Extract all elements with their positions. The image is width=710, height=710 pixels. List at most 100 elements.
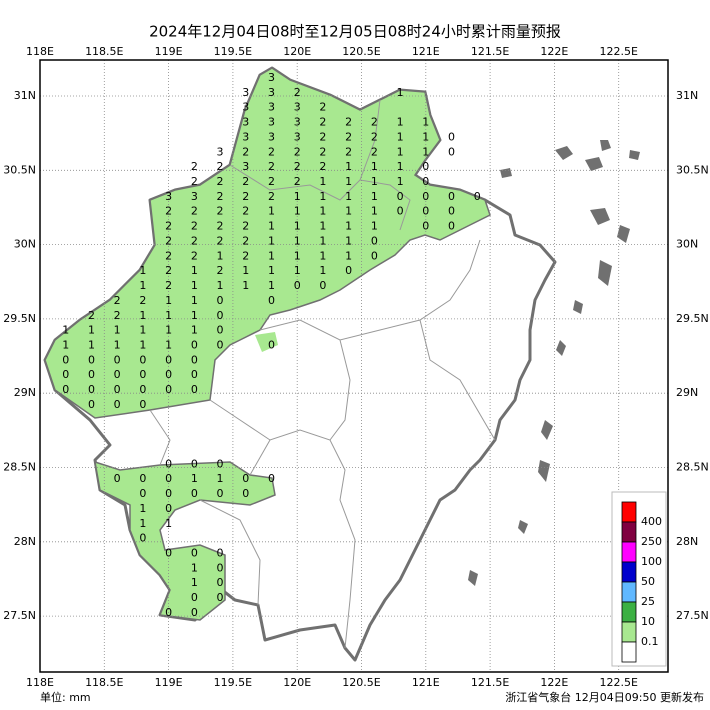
rain-value: 3 [217,145,224,158]
rain-value: 0 [62,368,69,381]
legend-label: 400 [641,515,662,528]
rain-value: 0 [268,294,275,307]
lon-tick-label: 121.5E [471,45,509,58]
rain-value: 2 [371,145,378,158]
lon-tick-label: 120E [283,45,311,58]
rain-value: 1 [139,338,146,351]
rain-value: 0 [474,190,481,203]
legend-swatch [621,621,637,643]
rain-value: 0 [191,338,198,351]
rain-value: 1 [345,175,352,188]
unit-label: 单位: mm [40,690,91,704]
rain-value: 0 [62,383,69,396]
rain-value: 0 [217,561,224,574]
legend-swatch [621,501,637,523]
rain-area [94,460,276,621]
rain-value: 0 [217,294,224,307]
rain-value: 2 [191,220,198,233]
rain-value: 1 [294,264,301,277]
rain-value: 3 [268,130,275,143]
rain-value: 0 [191,591,198,604]
legend-label: 50 [641,575,655,588]
lat-tick-label: 28.5N [676,461,709,474]
rain-value: 2 [165,279,172,292]
lon-tick-label: 118.5E [85,45,123,58]
rain-value: 1 [345,205,352,218]
rain-value: 0 [217,324,224,337]
rain-value: 2 [345,145,352,158]
lon-tick-label: 119.5E [214,676,252,689]
rain-value: 2 [242,220,249,233]
lon-tick-label: 121.5E [471,676,509,689]
geography [43,66,640,662]
lon-tick-label: 119.5E [214,45,252,58]
rain-value: 0 [191,547,198,560]
rain-value: 1 [319,234,326,247]
lat-tick-label: 29N [676,386,698,399]
rain-value: 2 [191,249,198,262]
rain-value: 0 [371,234,378,247]
rain-value: 0 [165,368,172,381]
lon-tick-label: 120.5E [342,45,380,58]
rain-value: 2 [268,145,275,158]
rain-value: 2 [319,145,326,158]
rain-value: 1 [422,116,429,129]
rain-value: 3 [294,116,301,129]
rain-value: 1 [114,324,121,337]
rain-value: 0 [345,264,352,277]
lon-tick-label: 122E [540,45,568,58]
rain-value: 1 [191,294,198,307]
lat-tick-label: 29.5N [3,312,36,325]
rain-value: 1 [319,205,326,218]
rain-value: 0 [397,190,404,203]
rain-value: 2 [242,145,249,158]
rain-value: 2 [191,205,198,218]
lon-tick-label: 119E [155,676,183,689]
rain-value: 0 [448,220,455,233]
rain-value: 1 [345,234,352,247]
rain-value: 0 [191,368,198,381]
rain-value: 2 [242,249,249,262]
lon-tick-label: 122.5E [599,676,637,689]
rain-value: 0 [114,383,121,396]
rain-value: 1 [114,338,121,351]
rain-value: 3 [242,130,249,143]
rain-value: 1 [242,264,249,277]
rain-value: 1 [345,220,352,233]
rain-value: 3 [294,130,301,143]
rain-value: 3 [268,116,275,129]
rain-value: 0 [165,472,172,485]
lon-tick-label: 119E [155,45,183,58]
rain-value: 0 [165,353,172,366]
rain-value: 2 [371,116,378,129]
lat-tick-label: 30N [676,238,698,251]
rain-value: 1 [268,205,275,218]
rain-value: 1 [88,338,95,351]
rain-value: 1 [165,294,172,307]
rain-value: 1 [319,175,326,188]
rain-area [44,67,491,419]
rain-value: 1 [319,264,326,277]
legend-swatch [621,601,637,623]
rain-value: 0 [217,487,224,500]
rain-value: 0 [139,398,146,411]
rain-value: 0 [217,338,224,351]
rain-value: 2 [217,160,224,173]
rain-value: 1 [191,309,198,322]
rain-value: 2 [268,160,275,173]
legend-label: 100 [641,555,662,568]
rain-value: 2 [371,130,378,143]
rain-value: 2 [294,160,301,173]
rain-value: 0 [139,472,146,485]
lat-tick-label: 31N [676,89,698,102]
rain-value: 0 [217,457,224,470]
rain-value: 1 [268,264,275,277]
rain-value: 1 [371,175,378,188]
map-frame [39,59,669,673]
rain-value: 3 [268,71,275,84]
rain-value: 0 [114,398,121,411]
rain-value: 2 [319,130,326,143]
rain-value: 1 [422,145,429,158]
lat-tick-label: 30.5N [3,163,36,176]
rain-value: 1 [268,279,275,292]
